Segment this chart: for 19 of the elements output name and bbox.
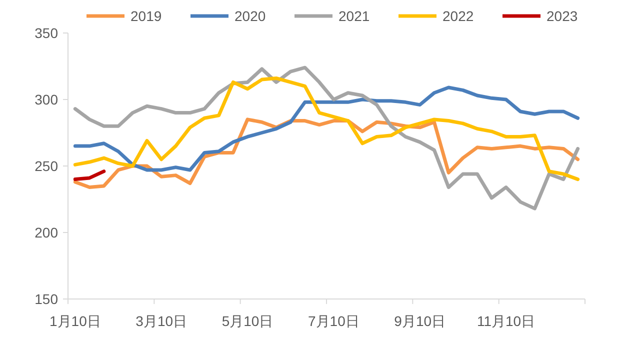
x-tick-label: 11月10日: [476, 313, 536, 329]
y-tick-label: 250: [34, 158, 58, 174]
y-tick-label: 350: [34, 25, 58, 41]
legend-label: 2022: [442, 8, 474, 24]
line-series: [73, 86, 580, 172]
legend-label: 2019: [130, 8, 162, 24]
y-tick-label: 300: [34, 92, 58, 108]
y-tick-label: 200: [34, 224, 58, 240]
line-series: [73, 66, 580, 210]
legend-label: 2021: [338, 8, 370, 24]
x-tick-label: 9月10日: [394, 313, 446, 329]
legend-label: 2020: [234, 8, 266, 24]
x-tick-label: 5月10日: [222, 313, 274, 329]
x-tick-label: 7月10日: [308, 313, 360, 329]
x-tick-label: 3月10日: [136, 313, 188, 329]
line-series: [73, 76, 580, 182]
y-tick-label: 150: [34, 291, 58, 307]
legend-label: 2023: [546, 8, 578, 24]
x-tick-label: 1月10日: [50, 313, 101, 329]
